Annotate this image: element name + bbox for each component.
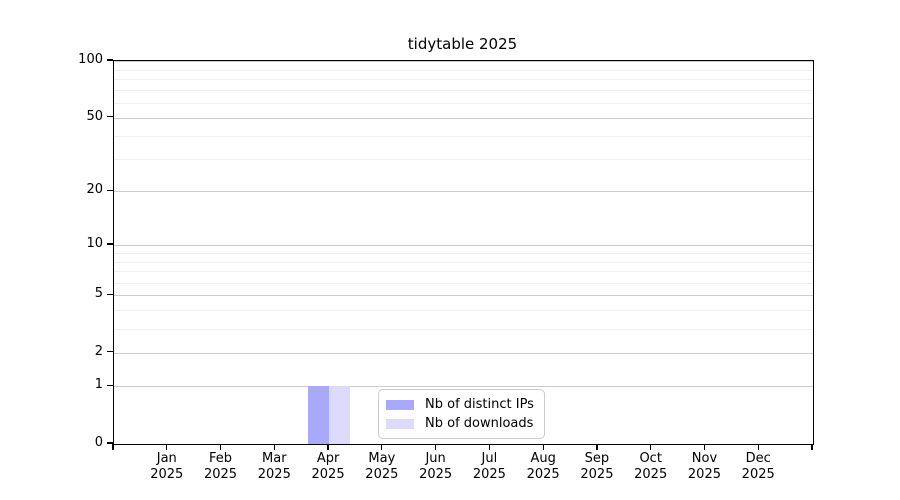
y-tick-label: 2 (94, 343, 103, 359)
minor-gridline (114, 252, 813, 254)
x-tick-year: 2025 (203, 467, 238, 482)
x-tick-label: Feb 2025 (191, 451, 251, 483)
x-tick-mark (757, 444, 759, 450)
major-gridline (114, 245, 813, 246)
major-gridline (114, 352, 813, 354)
minor-gridline (114, 328, 813, 330)
major-gridline (114, 386, 813, 388)
x-tick-year: 2025 (472, 467, 506, 482)
minor-gridline (114, 135, 813, 137)
minor-gridline (114, 261, 813, 263)
x-tick-label: Apr 2025 (298, 451, 358, 483)
legend-label-downloads: Nb of downloads (425, 416, 534, 431)
minor-gridline (114, 90, 813, 92)
x-tick-year: 2025 (580, 467, 614, 482)
minor-gridline (114, 79, 813, 81)
x-tick-mark (273, 444, 275, 450)
major-gridline (114, 117, 813, 119)
x-tick-mark (381, 444, 383, 450)
x-tick-year: 2025 (311, 467, 345, 482)
x-tick-mark (811, 444, 813, 450)
major-gridline (114, 191, 813, 193)
bar-nb-of-distinct-ips (308, 386, 330, 444)
x-tick-mark (488, 444, 490, 450)
y-tick-label: 5 (94, 286, 103, 302)
x-tick-label: Oct 2025 (621, 451, 681, 483)
x-tick-mark (542, 444, 544, 450)
y-tick-label: 1 (94, 377, 103, 393)
y-tick-mark (107, 59, 113, 61)
minor-gridline (114, 69, 813, 71)
legend-swatch-downloads-icon (386, 418, 414, 429)
legend: Nb of distinct IPs Nb of downloads (378, 389, 545, 439)
x-tick-mark (219, 444, 222, 450)
x-tick-year: 2025 (257, 467, 291, 482)
minor-gridline (114, 310, 813, 312)
y-tick-mark (107, 293, 113, 295)
y-tick-label: 0 (94, 435, 103, 450)
y-tick-label: 20 (86, 182, 103, 198)
bar-nb-of-downloads (329, 386, 351, 444)
x-tick-mark (650, 444, 652, 450)
minor-gridline (114, 282, 813, 284)
chart-title: tidytable 2025 (407, 35, 518, 53)
x-tick-year: 2025 (741, 467, 775, 482)
x-tick-mark (166, 444, 168, 450)
x-tick-label: May 2025 (352, 451, 412, 483)
x-tick-year: 2025 (526, 467, 560, 482)
x-tick-year: 2025 (687, 467, 721, 482)
x-tick-mark (112, 444, 114, 450)
x-tick-mark (703, 444, 706, 450)
y-tick-mark (107, 384, 113, 387)
legend-label-distinct-ips: Nb of distinct IPs (425, 397, 534, 412)
major-gridline (114, 61, 813, 62)
y-tick-mark (107, 351, 113, 353)
x-tick-year: 2025 (365, 467, 399, 482)
x-tick-label: Jul 2025 (459, 451, 519, 483)
x-tick-label: Sep 2025 (567, 451, 627, 483)
legend-swatch-distinct-ips-icon (386, 399, 414, 410)
y-tick-mark (107, 243, 113, 245)
x-tick-mark (327, 444, 329, 450)
x-tick-label: Mar 2025 (244, 451, 304, 483)
y-tick-label: 50 (86, 108, 103, 124)
x-tick-label: Jan 2025 (137, 451, 197, 483)
major-gridline (114, 295, 813, 297)
x-tick-label: Dec 2025 (728, 451, 788, 483)
y-tick-mark (107, 116, 113, 118)
x-tick-year: 2025 (419, 467, 453, 482)
x-tick-label: Nov 2025 (674, 451, 734, 483)
x-tick-mark (435, 444, 437, 450)
y-tick-label: 100 (78, 52, 103, 67)
x-tick-year: 2025 (634, 467, 668, 482)
x-tick-label: Aug 2025 (513, 451, 573, 483)
minor-gridline (114, 271, 813, 273)
plot-area (113, 60, 814, 445)
y-tick-mark (107, 189, 113, 191)
legend-item-distinct-ips: Nb of distinct IPs (386, 396, 535, 413)
minor-gridline (114, 102, 813, 104)
x-tick-label: Jun 2025 (406, 451, 466, 483)
y-tick-mark (107, 442, 113, 444)
legend-item-downloads: Nb of downloads (386, 415, 535, 432)
x-tick-year: 2025 (150, 467, 184, 482)
x-tick-mark (596, 444, 598, 450)
y-tick-label: 10 (86, 236, 103, 251)
minor-gridline (114, 159, 813, 161)
